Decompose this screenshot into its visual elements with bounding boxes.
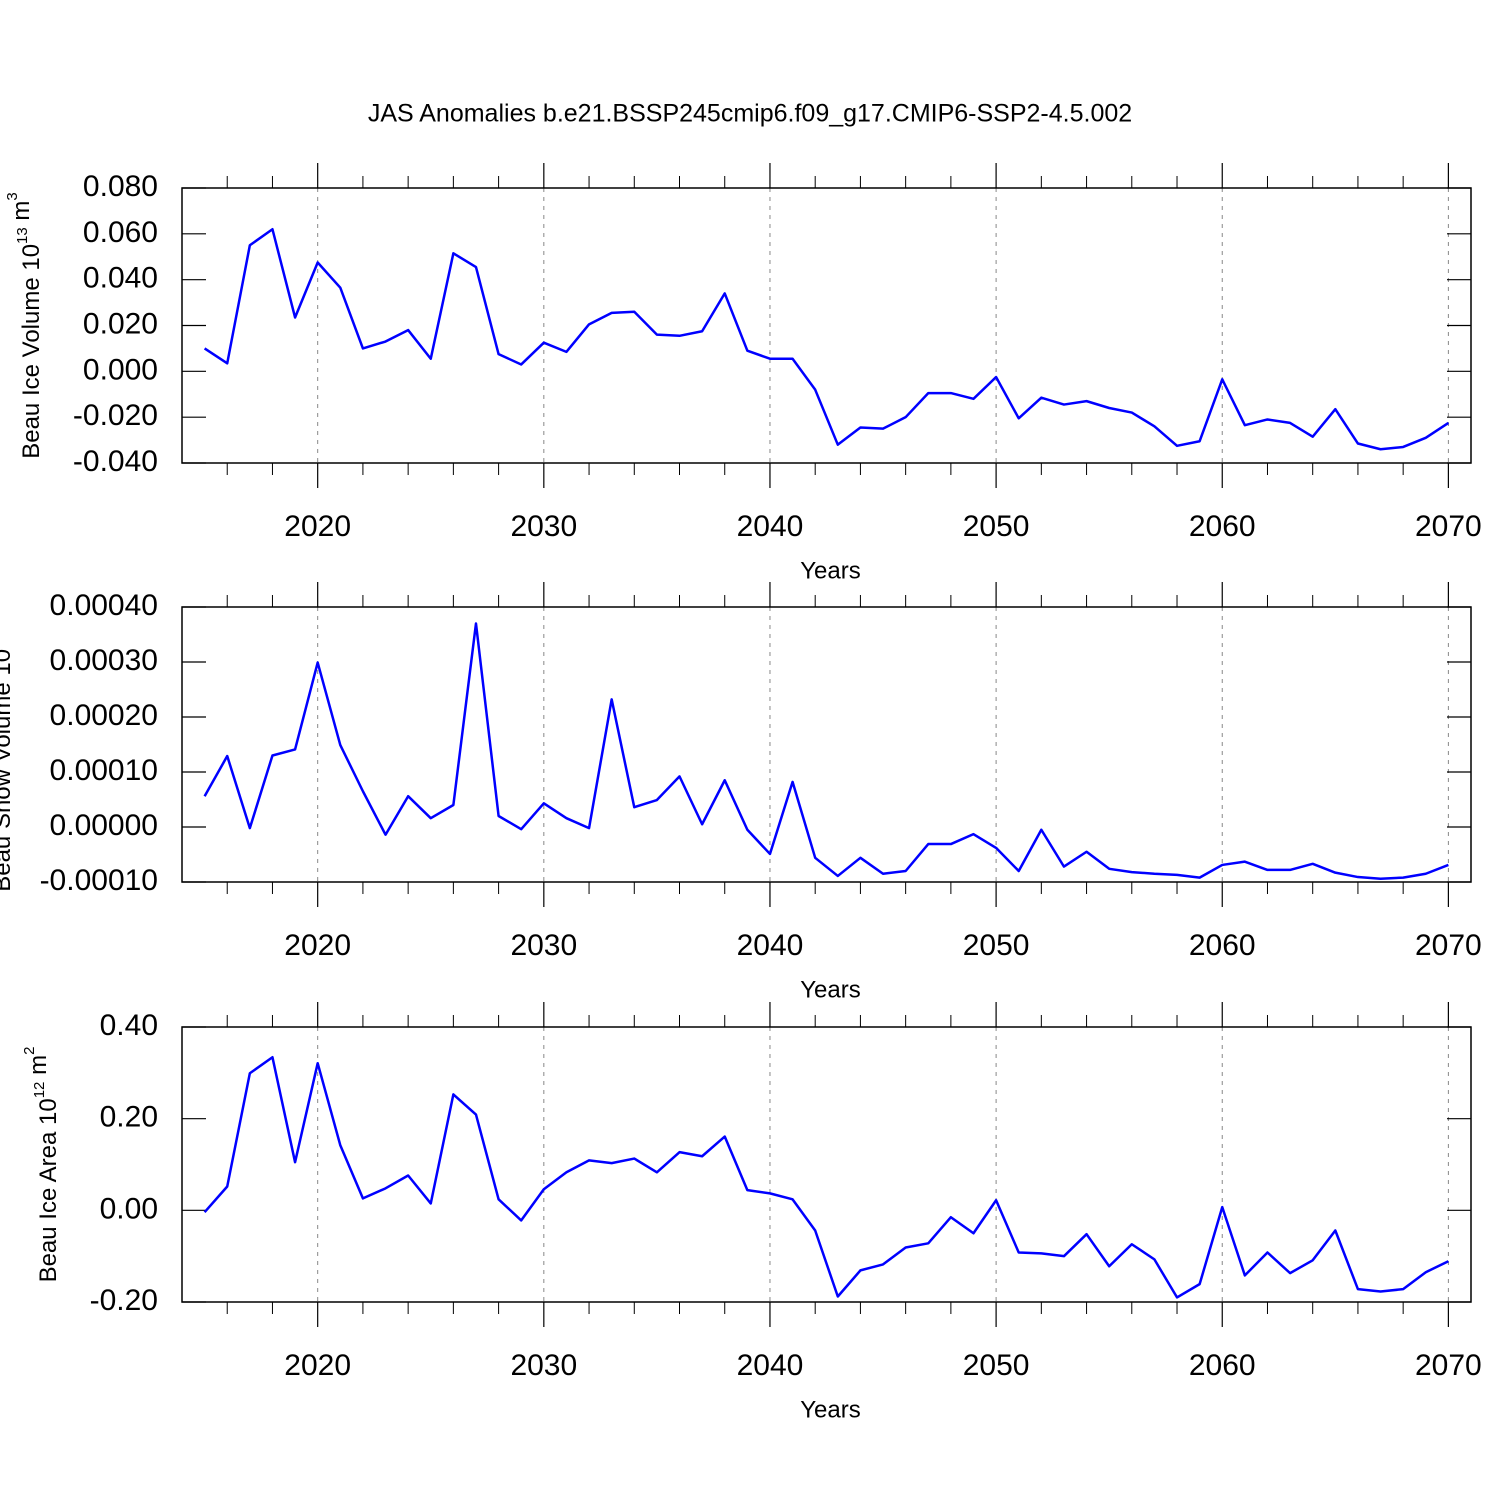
y-tick-label: -0.20 [90, 1284, 158, 1317]
data-line [203, 1056, 1449, 1299]
x-tick-label: 2070 [1415, 1349, 1482, 1382]
y-tick-label: 0.00020 [50, 699, 158, 732]
y-tick-label: -0.020 [73, 399, 158, 432]
x-tick-label: 2070 [1415, 510, 1482, 543]
y-axis-title-exponent: 13 [0, 632, 2, 649]
x-tick-label: 2060 [1189, 510, 1256, 543]
x-tick-label: 2030 [510, 1349, 577, 1382]
y-axis-title-text: Beau Ice Volume 10 [18, 244, 45, 459]
y-tick-label: 0.080 [83, 170, 158, 203]
x-tick-label: 2020 [284, 1349, 351, 1382]
y-tick-label: 0.00030 [50, 644, 158, 677]
x-tick-label: 2040 [737, 929, 804, 962]
y-tick-label: 0.00 [100, 1192, 158, 1225]
y-axis-title-exponent: 2 [21, 1047, 38, 1055]
y-tick-label: 0.040 [83, 262, 158, 295]
x-tick-label: 2020 [284, 929, 351, 962]
x-tick-label: 2070 [1415, 929, 1482, 962]
y-axis-title-text: Beau Ice Area 10 [35, 1098, 62, 1282]
y-tick-label: 0.020 [83, 307, 158, 340]
y-axis-title: Beau Snow Volume 1013 m3 [0, 597, 16, 892]
x-axis-title: Years [800, 1396, 861, 1423]
y-axis-title-exponent: 13 [14, 227, 31, 244]
x-tick-label: 2040 [737, 1349, 804, 1382]
y-tick-label: 0.000 [83, 353, 158, 386]
x-tick-label: 2030 [510, 929, 577, 962]
x-tick-label: 2050 [963, 929, 1030, 962]
y-tick-label: -0.00010 [40, 864, 158, 897]
y-tick-label: -0.040 [73, 445, 158, 478]
y-axis-title: Beau Ice Volume 1013 m3 [4, 192, 45, 459]
x-tick-label: 2030 [510, 510, 577, 543]
y-tick-label: 0.40 [100, 1009, 158, 1042]
y-axis-title: Beau Ice Area 1012 m2 [21, 1047, 62, 1283]
x-tick-label: 2040 [737, 510, 804, 543]
y-tick-label: 0.00010 [50, 754, 158, 787]
data-line [203, 228, 1450, 451]
x-tick-label: 2050 [963, 1349, 1030, 1382]
y-tick-label: 0.060 [83, 216, 158, 249]
x-tick-label: 2020 [284, 510, 351, 543]
y-axis-title-exponent: 12 [31, 1082, 48, 1099]
y-tick-label: 0.00040 [50, 589, 158, 622]
plot-frame [181, 1026, 1472, 1303]
x-axis-title: Years [800, 976, 861, 1003]
data-line [203, 622, 1449, 880]
x-tick-label: 2050 [963, 510, 1030, 543]
x-tick-label: 2060 [1189, 1349, 1256, 1382]
x-tick-label: 2060 [1189, 929, 1256, 962]
chart-title: JAS Anomalies b.e21.BSSP245cmip6.f09_g17… [368, 100, 1132, 128]
y-axis-title-text: Beau Snow Volume 10 [0, 649, 16, 892]
y-axis-title-text: m [8, 201, 35, 228]
y-axis-title-exponent: 3 [4, 192, 21, 200]
x-axis-title: Years [800, 557, 861, 584]
y-axis-title-text: m [0, 606, 6, 633]
y-tick-label: 0.00000 [50, 809, 158, 842]
y-axis-title-text: m [25, 1055, 52, 1082]
plot-frame [181, 606, 1472, 883]
y-tick-label: 0.20 [100, 1101, 158, 1134]
